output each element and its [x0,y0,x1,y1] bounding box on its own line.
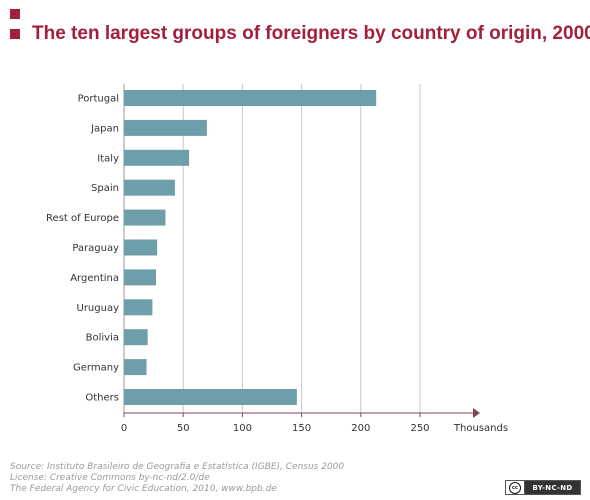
bar-others [124,389,297,405]
x-tick-label: 250 [410,423,429,434]
bar-japan [124,119,207,136]
x-tick-label: 50 [177,423,190,434]
bar-spain [124,179,175,196]
title-bullet-icon [10,28,20,39]
category-label: Italy [97,153,119,164]
bar-germany [124,359,147,376]
cc-license-badge[interactable]: cc BY-NC-ND [505,480,581,495]
category-label: Japan [90,123,119,134]
footer: Source: Instituto Brasileiro de Geografi… [10,462,344,495]
bar-portugal [124,90,377,106]
title-row-1 [10,9,32,19]
bar-paraguay [124,239,158,256]
x-tick-label: 200 [351,423,370,434]
license-note: License: Creative Commons by-nc-nd/2.0/d… [10,473,210,483]
category-label: Rest of Europe [46,213,119,224]
bar-argentina [124,269,156,286]
bar-bolivia [124,329,148,346]
category-label: Uruguay [77,303,120,314]
cc-icon: cc [506,481,525,494]
x-tick-label: 0 [121,423,127,434]
bar-uruguay [124,299,153,316]
bar-rest-of-europe [124,209,166,226]
category-label: Spain [91,183,119,194]
x-tick-label: 100 [233,423,252,434]
category-label: Others [85,393,119,404]
category-label: Paraguay [72,243,119,254]
license-badge-label: BY-NC-ND [525,481,580,494]
source-note: Source: Instituto Brasileiro de Geografi… [10,462,345,472]
publisher-note: The Federal Agency for Civic Education, … [10,484,277,494]
title-row-2: The ten largest groups of foreigners by … [10,24,590,43]
chart-title: The ten largest groups of foreigners by … [32,23,590,44]
category-label: Argentina [70,273,119,284]
category-label: Germany [73,363,119,374]
x-axis-label: Thousands [453,423,508,434]
x-axis-arrow-icon [473,408,480,418]
x-tick-label: 150 [292,423,311,434]
bar-italy [124,149,190,166]
category-label: Bolivia [86,333,119,344]
category-label: Portugal [78,94,119,105]
title-bullet-icon [10,9,20,19]
